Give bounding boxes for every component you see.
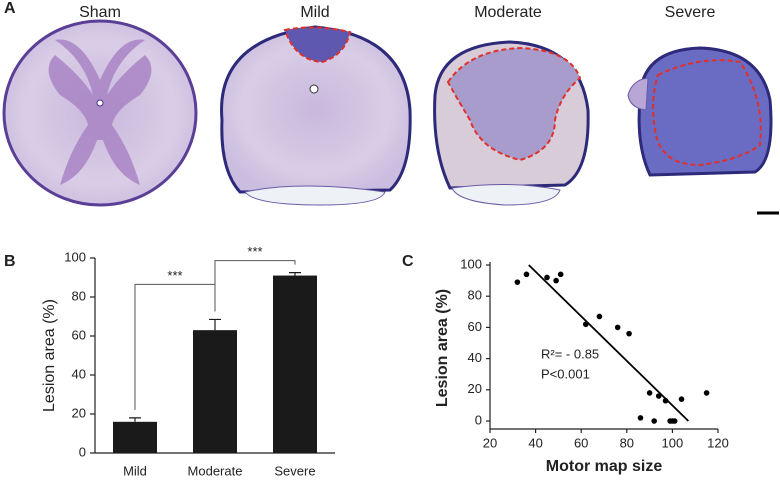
point <box>703 390 710 396</box>
bar <box>273 275 317 453</box>
point <box>557 271 564 278</box>
x-tick-label: 60 <box>574 435 588 450</box>
point <box>678 396 685 402</box>
point <box>544 274 550 281</box>
trend-line <box>528 264 689 422</box>
section-title: Severe <box>665 4 716 21</box>
panel-label: A <box>4 0 16 17</box>
section-title: Sham <box>79 4 121 21</box>
point <box>637 415 644 421</box>
y-tick-label: 20 <box>468 381 482 396</box>
error-bar <box>209 318 221 331</box>
bar <box>113 421 157 453</box>
significance-label: *** <box>247 244 262 259</box>
panel-label: B <box>4 253 16 270</box>
y-axis-label: Lesion area (%) <box>434 289 451 407</box>
x-tick-label: 100 <box>662 435 684 450</box>
y-axis-label: Lesion area (%) <box>41 299 58 412</box>
x-tick-label: 120 <box>707 435 729 450</box>
annotation: R²= - 0.85 <box>541 346 599 361</box>
point <box>514 279 521 285</box>
x-axis-label: Motor map size <box>546 458 663 475</box>
y-tick-label: 60 <box>468 319 482 334</box>
moderate-section <box>433 40 590 206</box>
y-tick-label: 20 <box>72 405 86 420</box>
sham-section <box>2 19 198 207</box>
section-title: Moderate <box>474 4 542 21</box>
point <box>523 271 530 278</box>
section-title: Mild <box>300 4 329 21</box>
x-tick-label: 40 <box>528 435 542 450</box>
point <box>651 418 657 424</box>
x-tick-label: Moderate <box>188 463 243 478</box>
y-tick-label: 80 <box>468 288 482 303</box>
significance-bracket <box>214 260 296 312</box>
y-tick-label: 40 <box>468 350 482 365</box>
x-tick-label: Mild <box>123 463 147 478</box>
mild-section <box>220 25 412 206</box>
y-tick-label: 0 <box>475 412 482 427</box>
bar <box>193 330 237 453</box>
panel-label: C <box>402 253 414 270</box>
point <box>671 418 678 424</box>
x-tick-label: 80 <box>620 435 634 450</box>
severe-section <box>627 46 773 177</box>
point <box>582 321 589 328</box>
y-tick-label: 0 <box>79 444 86 459</box>
y-tick-label: 60 <box>72 327 86 342</box>
point <box>553 277 559 284</box>
x-tick-label: 20 <box>483 435 497 450</box>
point <box>655 393 662 399</box>
x-tick-label: Severe <box>274 463 315 478</box>
y-tick-label: 40 <box>72 366 86 381</box>
point <box>662 397 669 404</box>
error-bar <box>289 272 301 276</box>
annotation: P<0.001 <box>541 366 590 381</box>
error-bar <box>129 417 141 422</box>
point <box>646 390 653 396</box>
point <box>614 324 621 331</box>
point <box>596 313 603 320</box>
y-tick-label: 100 <box>460 256 482 271</box>
point <box>626 330 632 337</box>
y-tick-label: 80 <box>72 288 86 303</box>
y-tick-label: 100 <box>64 249 86 264</box>
significance-label: *** <box>167 268 182 283</box>
